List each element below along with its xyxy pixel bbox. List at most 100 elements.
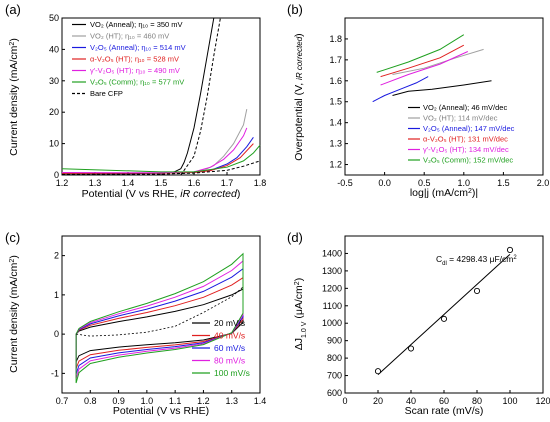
y-tick-label: 0 (54, 170, 59, 180)
x-tick-label: 1.2 (56, 178, 69, 188)
panel-a: (a) Potential (V vs RHE, iR corrected) C… (5, 2, 266, 200)
panel-c-plot-frame (61, 235, 261, 394)
y-tick-label: -1 (51, 368, 59, 378)
panel-d-data-point (473, 287, 481, 295)
y-tick-label: 1.7 (329, 55, 342, 65)
x-tick-label: 1.7 (221, 178, 234, 188)
x-tick-label: 20 (373, 396, 383, 406)
x-tick-label: 1.3 (225, 396, 238, 406)
panel-a-legend-label: γ'-V₂O₅ (HT); η₁₀ = 490 mV (90, 66, 180, 75)
y-tick-label: 20 (49, 107, 59, 117)
panel-b-series-line (380, 44, 465, 78)
y-tick-label: 10 (49, 139, 59, 149)
panel-c: (c) Potential (V vs RHE) Current density… (5, 230, 266, 417)
x-tick-label: 1.0 (458, 178, 471, 188)
panel-d: (d) Scan rate (mV/s) ΔJ1.0 V (μA/cm2) Cd… (287, 230, 550, 417)
x-tick-label: 100 (502, 396, 517, 406)
y-tick-label: 1200 (322, 283, 342, 293)
panel-d-ylabel: ΔJ1.0 V (μA/cm2) (293, 278, 308, 350)
panel-a-xlabel: Potential (V vs RHE, iR corrected) (82, 188, 241, 200)
panel-c-legend-label: 40 mV/s (214, 331, 245, 341)
panel-a-series-line (61, 127, 248, 174)
panel-c-cv-loop (75, 259, 244, 379)
y-tick-label: 1.6 (329, 76, 342, 86)
panel-c-cv-loop (75, 252, 244, 384)
x-tick-label: 0 (342, 396, 347, 406)
panel-b-legend-label: VO₂ (Anneal); 46 mV/dec (423, 103, 507, 112)
panel-d-label: (d) (287, 230, 303, 245)
panel-b-legend-label: V₂O₅ (Comm); 152 mV/dec (423, 156, 513, 165)
panel-d-data-point (506, 246, 514, 254)
panel-a-series-line (61, 108, 248, 174)
panel-b-series-line (392, 80, 492, 96)
panel-a-extra-line (180, 17, 221, 176)
panel-a-legend-label: Bare CFP (90, 89, 123, 98)
x-tick-label: 1.3 (89, 178, 102, 188)
panel-a-legend-label: α-V₂O₅ (HT); η₁₀ = 528 mV (90, 55, 179, 64)
panel-d-xlabel: Scan rate (mV/s) (405, 405, 484, 417)
panel-b: (b) log|j (mA/cm2)| Overpotential (V, iR… (287, 2, 549, 199)
panel-b-series-line (376, 34, 465, 73)
y-tick-label: 50 (49, 13, 59, 23)
x-tick-label: 1.5 (497, 178, 510, 188)
x-tick-label: 60 (439, 396, 449, 406)
panel-b-series-line (372, 76, 429, 103)
panel-a-legend-label: V₂O₅ (Anneal); η₁₀ = 514 mV (90, 43, 186, 52)
y-tick-label: 1100 (323, 301, 342, 311)
panel-a-legend-label: VO₂ (Anneal); η₁₀ = 350 mV (90, 20, 183, 29)
x-tick-label: 80 (472, 396, 482, 406)
x-tick-label: 1.4 (122, 178, 135, 188)
y-tick-label: 1 (54, 290, 59, 300)
x-tick-label: 40 (406, 396, 416, 406)
y-tick-label: 1.5 (329, 97, 342, 107)
y-tick-label: 1.4 (329, 118, 342, 128)
x-tick-label: 1.6 (188, 178, 201, 188)
y-tick-label: 30 (49, 76, 59, 86)
x-tick-label: 1.2 (197, 396, 210, 406)
y-tick-label: 900 (327, 336, 342, 346)
y-tick-label: 700 (327, 371, 342, 381)
panel-a-legend-label: VO₂ (HT); η₁₀ = 460 mV (90, 32, 169, 41)
y-tick-label: 1.2 (329, 160, 342, 170)
panel-b-legend-label: γ'-V₂O₅ (HT); 134 mV/dec (423, 145, 509, 154)
panel-a-series-line (61, 160, 261, 175)
panel-b-label: (b) (287, 2, 303, 17)
panel-a-legend-label: V₂O₅ (Comm); η₁₀ = 577 mV (90, 78, 184, 87)
panel-b-ylabel: Overpotential (V, iR corrected) (293, 33, 305, 160)
x-tick-label: 0.5 (418, 178, 431, 188)
panel-c-legend-label: 20 mV/s (214, 318, 245, 328)
x-tick-label: 120 (535, 396, 550, 406)
panel-c-ylabel: Current density (mA/cm2) (8, 255, 20, 373)
x-tick-label: 1.5 (155, 178, 168, 188)
panel-a-series-line (62, 17, 215, 175)
x-tick-label: 0.7 (56, 396, 69, 406)
panel-c-cv-loop (75, 288, 244, 362)
y-tick-label: 1300 (322, 266, 342, 276)
panel-b-series-line (380, 51, 469, 86)
panel-c-cv-loop (75, 276, 244, 369)
y-tick-label: 0 (54, 329, 59, 339)
y-tick-label: 1.8 (329, 34, 342, 44)
x-tick-label: -0.5 (337, 178, 353, 188)
x-tick-label: 0.8 (84, 396, 97, 406)
x-tick-label: 0.0 (378, 178, 391, 188)
x-tick-label: 1.1 (169, 396, 182, 406)
panel-a-series-line (61, 144, 261, 173)
y-tick-label: 600 (327, 388, 342, 398)
y-tick-label: 800 (327, 353, 342, 363)
y-tick-label: 1.3 (329, 139, 342, 149)
panel-d-data-point (440, 315, 448, 322)
panel-b-series-line (392, 48, 484, 75)
panel-b-plot-frame (344, 17, 544, 176)
panel-c-dashed-line (76, 286, 244, 337)
x-tick-label: 1.0 (141, 396, 154, 406)
x-tick-label: 0.9 (112, 396, 125, 406)
panel-b-xlabel: log|j (mA/cm2)| (410, 187, 478, 199)
panel-c-legend-label: 60 mV/s (214, 343, 245, 353)
panel-a-ylabel: Current density (mA/cm2) (8, 38, 20, 156)
panel-d-fit-line (377, 253, 511, 376)
x-tick-label: 1.8 (254, 178, 267, 188)
panel-c-legend-label: 80 mV/s (214, 356, 245, 366)
x-tick-label: 2.0 (537, 178, 550, 188)
